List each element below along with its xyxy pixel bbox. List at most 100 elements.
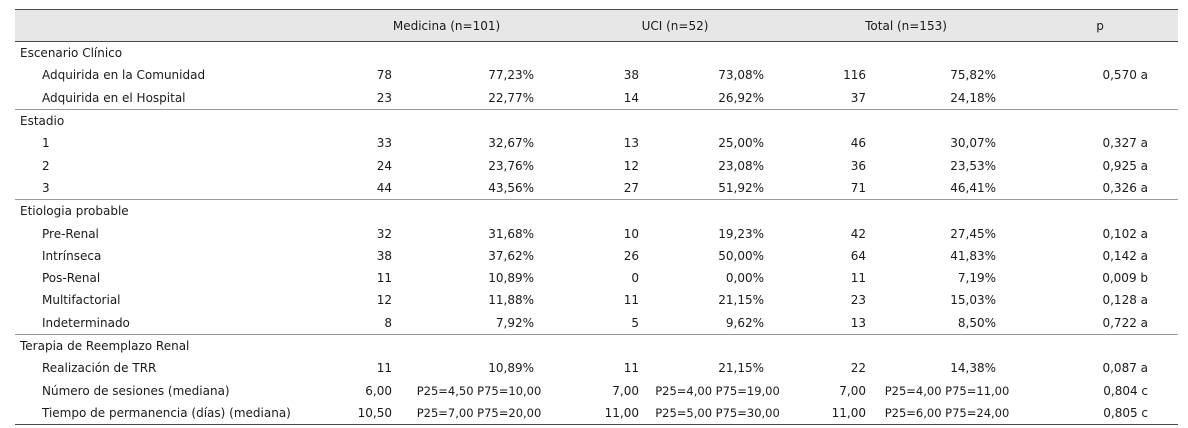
uci-pct: 23,08% bbox=[718, 158, 765, 173]
total-pct: P25=4,00 P75=11,00 bbox=[884, 383, 1010, 398]
row-label: Multifactorial bbox=[42, 293, 121, 308]
total-pct: 75,82% bbox=[950, 68, 997, 83]
uci-pct: 26,92% bbox=[718, 90, 765, 105]
uci-n: 5 bbox=[631, 315, 640, 330]
uci-pct: P25=5,00 P75=30,00 bbox=[645, 401, 791, 426]
table-row: Realización de TRR 11 10,89% 11 21,15% 22 14,3… bbox=[15, 357, 1178, 379]
uci-pct: 73,08% bbox=[718, 68, 765, 83]
total-pct: 27,45% bbox=[950, 226, 997, 241]
uci-pct: 9,62% bbox=[725, 315, 765, 330]
uci-n: 11,00 bbox=[560, 401, 646, 426]
p-value: 0,925 a bbox=[1102, 158, 1149, 173]
row-label: Pre-Renal bbox=[42, 226, 99, 241]
uci-pct: 21,15% bbox=[718, 293, 765, 308]
total-pct: 14,38% bbox=[950, 361, 997, 376]
uci-pct: 25,00% bbox=[718, 136, 765, 151]
medicina-pct: 10,89% bbox=[488, 271, 535, 286]
medicina-n: 12 bbox=[376, 293, 392, 308]
p-value: 0,102 a bbox=[1102, 226, 1149, 241]
total-pct: P25=6,00 P75=24,00 bbox=[872, 401, 1023, 426]
total-n: 37 bbox=[850, 90, 867, 105]
table-row: Pos-Renal 11 10,89% 0 0,00% 11 7,19% 0,009 b bbox=[15, 267, 1178, 289]
medicina-pct: P25=4,50 P75=10,00 bbox=[416, 383, 542, 398]
uci-n: 0 bbox=[631, 271, 640, 286]
results-table-container: Medicina (n=101) UCI (n=52) Total (n=153… bbox=[15, 9, 1179, 426]
p-value: 0,142 a bbox=[1102, 248, 1149, 263]
table-row: Multifactorial 12 11,88% 11 21,15% 23 15,03% 0,… bbox=[15, 289, 1178, 311]
medicina-pct: P25=7,00 P75=20,00 bbox=[398, 401, 561, 426]
p-value: 0,009 b bbox=[1102, 271, 1149, 286]
row-label: Número de sesiones (mediana) bbox=[42, 383, 230, 398]
row-label: 3 bbox=[42, 180, 50, 195]
total-n: 11,00 bbox=[790, 401, 873, 426]
medicina-pct: 31,68% bbox=[488, 226, 535, 241]
uci-n: 13 bbox=[623, 136, 640, 151]
uci-n: 38 bbox=[623, 68, 640, 83]
medicina-n: 38 bbox=[376, 248, 392, 263]
uci-pct: 0,00% bbox=[725, 271, 765, 286]
total-pct: 46,41% bbox=[950, 180, 997, 195]
row-label: 2 bbox=[42, 158, 50, 173]
total-n: 71 bbox=[850, 180, 867, 195]
medicina-pct: 43,56% bbox=[488, 180, 535, 195]
medicina-n: 24 bbox=[376, 158, 392, 173]
table-row: Tiempo de permanencia (días) (mediana) 10… bbox=[15, 401, 1179, 426]
p-value: 0,722 a bbox=[1102, 315, 1149, 330]
total-pct: 23,53% bbox=[950, 158, 997, 173]
medicina-pct: 11,88% bbox=[488, 293, 535, 308]
total-n: 13 bbox=[850, 315, 867, 330]
medicina-pct: 7,92% bbox=[495, 315, 535, 330]
total-pct: 41,83% bbox=[950, 248, 997, 263]
section-row: Terapia de Reemplazo Renal bbox=[15, 334, 1179, 357]
table-body: Escenario Clínico Adquirida en la Comunid… bbox=[15, 41, 1179, 426]
row-label: Adquirida en el Hospital bbox=[42, 90, 186, 105]
medicina-pct: 37,62% bbox=[488, 248, 535, 263]
row-label: Adquirida en la Comunidad bbox=[42, 68, 206, 83]
table-row: Intrínseca 38 37,62% 26 50,00% 64 41,83% 0,142 … bbox=[15, 245, 1178, 267]
medicina-pct: 22,77% bbox=[488, 90, 535, 105]
header-total: Total (n=153) bbox=[790, 9, 1023, 42]
row-label: Tiempo de permanencia (días) (mediana) bbox=[15, 401, 333, 426]
p-value: 0,805 c bbox=[1022, 401, 1179, 426]
table-row: Adquirida en la Comunidad 78 77,23% 38 73,08… bbox=[15, 64, 1178, 86]
p-value bbox=[1022, 87, 1178, 110]
uci-pct: 51,92% bbox=[718, 180, 765, 195]
section-title: Terapia de Reemplazo Renal bbox=[20, 339, 190, 353]
row-label: Indeterminado bbox=[42, 315, 130, 330]
total-n: 23 bbox=[850, 293, 867, 308]
table-row: 3 44 43,56% 27 51,92% 71 46,41% 0,326 a bbox=[15, 177, 1178, 200]
uci-pct: 19,23% bbox=[718, 226, 765, 241]
uci-pct: 50,00% bbox=[718, 248, 765, 263]
uci-n: 12 bbox=[623, 158, 640, 173]
p-value: 0,327 a bbox=[1102, 136, 1149, 151]
row-label: 1 bbox=[42, 136, 50, 151]
total-pct: 7,19% bbox=[957, 271, 997, 286]
medicina-pct: 77,23% bbox=[488, 68, 535, 83]
table-row: Pre-Renal 32 31,68% 10 19,23% 42 27,45% 0,102 a bbox=[15, 222, 1178, 244]
total-n: 42 bbox=[850, 226, 867, 241]
medicina-n: 32 bbox=[376, 226, 392, 241]
medicina-n: 6,00 bbox=[365, 383, 392, 398]
p-value: 0,326 a bbox=[1102, 180, 1149, 195]
medicina-n: 78 bbox=[376, 68, 392, 83]
table-row: Número de sesiones (mediana) 6,00 P25=4,50… bbox=[15, 379, 1178, 401]
uci-n: 27 bbox=[623, 180, 640, 195]
medicina-n: 44 bbox=[376, 180, 392, 195]
table-row: 1 33 32,67% 13 25,00% 46 30,07% 0,327 a bbox=[15, 132, 1178, 154]
section-row: Estadio bbox=[15, 109, 1179, 132]
medicina-n: 11 bbox=[376, 271, 392, 286]
header-uci: UCI (n=52) bbox=[560, 9, 791, 42]
total-n: 7,00 bbox=[839, 383, 867, 398]
uci-n: 11 bbox=[623, 293, 640, 308]
medicina-pct: 23,76% bbox=[488, 158, 535, 173]
table-row: Indeterminado 8 7,92% 5 9,62% 13 8,50% 0,722 a bbox=[15, 312, 1178, 335]
medicina-pct: 32,67% bbox=[488, 136, 535, 151]
medicina-n: 23 bbox=[376, 90, 392, 105]
header-p: p bbox=[1022, 9, 1179, 42]
p-value: 0,570 a bbox=[1102, 68, 1149, 83]
uci-n: 14 bbox=[623, 90, 640, 105]
uci-pct: P25=4,00 P75=19,00 bbox=[655, 383, 780, 398]
uci-pct: 21,15% bbox=[718, 361, 765, 376]
total-pct: 15,03% bbox=[950, 293, 997, 308]
header-medicina: Medicina (n=101) bbox=[333, 9, 561, 42]
